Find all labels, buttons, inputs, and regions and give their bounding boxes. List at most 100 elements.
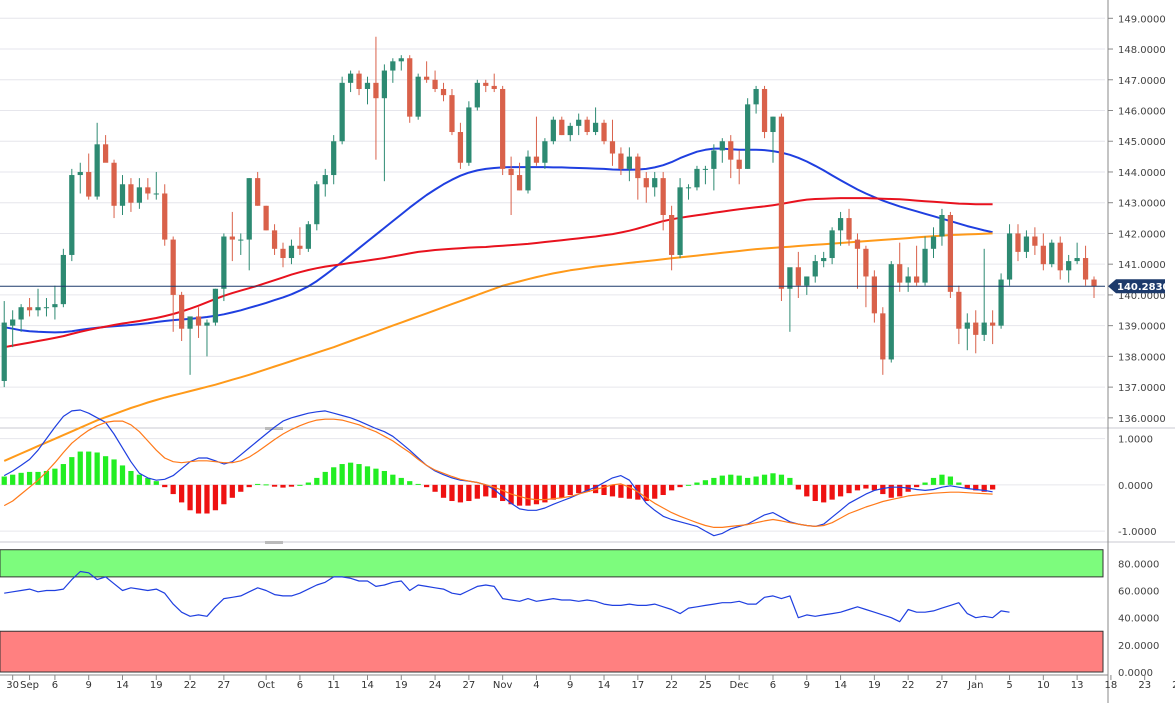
macd-histogram-bar (871, 484, 877, 491)
macd-histogram-bar (204, 484, 210, 514)
macd-histogram-bar (449, 484, 455, 502)
macd-histogram-bar (812, 484, 818, 502)
time-tick-label: 22 (902, 680, 915, 691)
candle-body (508, 168, 514, 176)
macd-histogram-bar (52, 468, 58, 485)
time-tick-label: 22 (184, 680, 197, 691)
panel-resize-handle (265, 427, 283, 430)
candle-body (1015, 233, 1021, 252)
macd-histogram-bar (711, 477, 717, 485)
macd-histogram-bar (829, 484, 835, 500)
macd-histogram-bar (280, 484, 286, 488)
candle-body (221, 236, 227, 289)
macd-histogram-bar (618, 484, 624, 498)
time-tick-label: 13 (1071, 680, 1084, 691)
price-tick-label: 142.0000 (1118, 229, 1166, 240)
candle-body (145, 187, 151, 194)
candle-body (567, 125, 573, 136)
macd-histogram-bar (837, 484, 844, 497)
candle-body (238, 239, 244, 241)
candle-body (1, 322, 7, 381)
candle-body (1091, 279, 1097, 287)
macd-histogram-bar (43, 470, 50, 485)
time-tick-label: Nov (493, 680, 513, 691)
time-tick-label: 5 (1006, 680, 1012, 691)
current-price-label: 140.2830 (1117, 282, 1170, 293)
candle-body (18, 307, 24, 320)
candle-body (119, 184, 126, 206)
candle-body (364, 82, 371, 89)
candle-body (761, 88, 768, 133)
time-tick-label: 23 (1138, 680, 1151, 691)
macd-histogram-bar (973, 484, 979, 491)
candle-body (390, 61, 396, 71)
candle-body (829, 230, 835, 259)
macd-histogram-bar (922, 482, 928, 485)
candle-body (297, 245, 303, 249)
macd-histogram-bar (1, 476, 7, 485)
rsi-tick-label: 80.0000 (1118, 559, 1159, 570)
candle-body (432, 79, 438, 89)
macd-histogram-bar (170, 484, 176, 495)
candle-body (1040, 245, 1046, 265)
time-tick-label: 19 (868, 680, 881, 691)
macd-histogram-bar (305, 482, 311, 485)
macd-histogram-bar (981, 484, 987, 492)
macd-histogram-bar (398, 477, 404, 485)
macd-histogram-bar (390, 474, 396, 485)
candle-body (837, 218, 844, 231)
macd-histogram-bar (846, 484, 852, 494)
macd-histogram-bar (753, 476, 759, 485)
macd-histogram-bar (880, 484, 886, 495)
time-tick-label: Sep (20, 680, 39, 691)
candle-body (770, 116, 776, 133)
macd-histogram-bar (136, 474, 143, 485)
macd-histogram-bar (795, 484, 801, 490)
macd-histogram-bar (533, 484, 540, 505)
candle-body (584, 119, 590, 133)
macd-histogram-bar (685, 484, 692, 486)
macd-histogram-bar (288, 484, 295, 487)
macd-histogram-bar (668, 484, 675, 491)
candle-body (288, 245, 295, 259)
price-ma-long-line (3, 232, 993, 462)
macd-histogram-bar (947, 476, 954, 485)
time-tick-label: 4 (533, 680, 539, 691)
macd-histogram-bar (761, 474, 768, 485)
candle-body (736, 159, 742, 169)
macd-histogram-bar (990, 484, 996, 490)
candle-body (280, 248, 286, 259)
candle-body (905, 276, 911, 283)
candle-body (516, 175, 523, 191)
macd-histogram-bar (229, 484, 235, 498)
candle-body (660, 178, 666, 215)
macd-histogram-bar (474, 484, 480, 499)
candle-body (559, 119, 565, 136)
candle-body (601, 122, 607, 142)
candle-body (533, 156, 540, 163)
price-tick-label: 136.0000 (1118, 414, 1166, 425)
rsi-tick-label: 20.0000 (1118, 641, 1159, 652)
macd-histogram-bar (187, 484, 193, 511)
macd-histogram-bar (576, 484, 582, 494)
time-tick-label: 6 (52, 680, 58, 691)
candle-body (550, 119, 556, 142)
candle-body (618, 153, 624, 169)
candle-body (745, 104, 751, 169)
time-tick-label: 17 (631, 680, 644, 691)
macd-histogram-bar (255, 483, 261, 485)
price-tick-label: 149.0000 (1118, 14, 1166, 25)
macd-histogram-bar (500, 484, 506, 502)
candle-body (863, 248, 869, 277)
candle-body (880, 313, 886, 360)
candle-body (26, 307, 33, 311)
candle-body (990, 322, 996, 326)
macd-histogram-bar (643, 484, 649, 502)
time-tick-label: 25 (699, 680, 712, 691)
macd-histogram-bar (381, 470, 388, 485)
macd-histogram-bar (609, 484, 616, 497)
candle-body (753, 88, 759, 105)
macd-tick-label: -1.0000 (1118, 527, 1157, 538)
macd-histogram-bar (821, 484, 827, 503)
time-tick-label: 18 (1105, 680, 1118, 691)
